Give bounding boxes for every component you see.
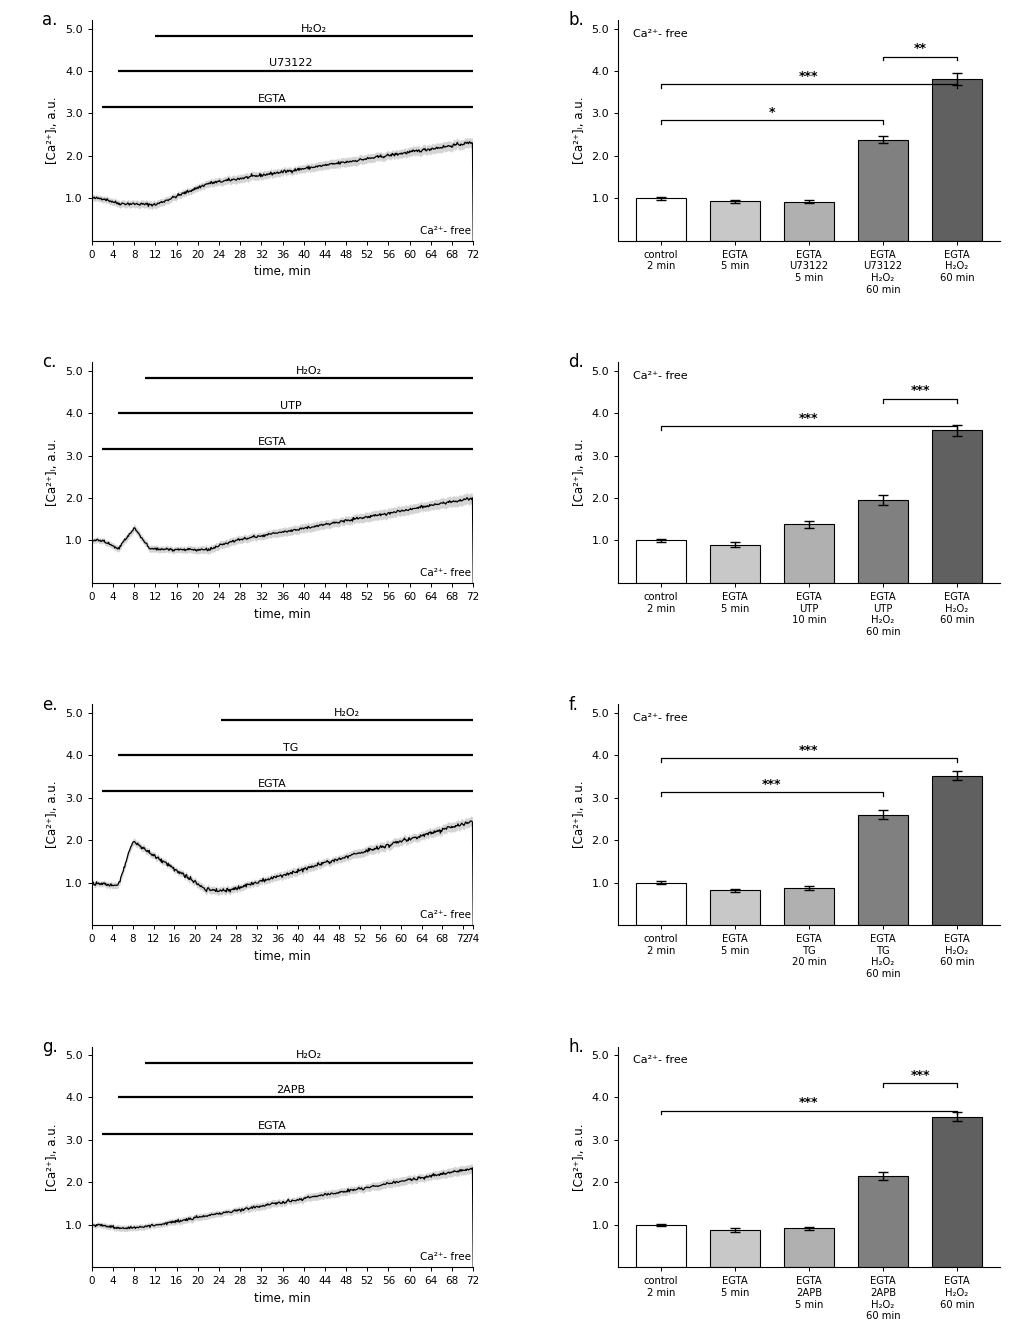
Text: ***: *** <box>909 1069 929 1082</box>
Text: ***: *** <box>798 69 818 83</box>
Text: EGTA: EGTA <box>257 1121 286 1131</box>
Bar <box>857 1177 907 1267</box>
Text: ***: *** <box>798 1097 818 1110</box>
Text: H₂O₂: H₂O₂ <box>333 708 360 718</box>
Text: f.: f. <box>568 695 578 714</box>
Text: c.: c. <box>42 354 56 371</box>
Y-axis label: [Ca²⁺]ᵢ, a.u.: [Ca²⁺]ᵢ, a.u. <box>573 96 585 164</box>
Bar <box>709 201 759 240</box>
Bar <box>635 199 685 240</box>
Text: H₂O₂: H₂O₂ <box>296 366 322 376</box>
Text: ***: *** <box>798 412 818 426</box>
Text: ***: *** <box>761 778 781 791</box>
Bar <box>709 1230 759 1267</box>
Bar <box>635 1225 685 1267</box>
Text: H₂O₂: H₂O₂ <box>301 24 327 33</box>
Text: **: ** <box>913 43 925 55</box>
Text: ***: *** <box>798 743 818 756</box>
Bar <box>635 540 685 583</box>
Bar <box>709 544 759 583</box>
Text: Ca²⁺- free: Ca²⁺- free <box>419 1253 470 1262</box>
Text: Ca²⁺- free: Ca²⁺- free <box>633 1055 688 1066</box>
Bar <box>783 524 834 583</box>
X-axis label: time, min: time, min <box>254 607 311 620</box>
X-axis label: time, min: time, min <box>254 265 311 279</box>
Text: UTP: UTP <box>279 400 301 411</box>
Text: h.: h. <box>568 1038 584 1055</box>
Bar <box>857 815 907 924</box>
Bar <box>709 890 759 924</box>
Text: a.: a. <box>42 11 57 29</box>
Bar <box>635 883 685 924</box>
Text: EGTA: EGTA <box>257 95 286 104</box>
Y-axis label: [Ca²⁺]ᵢ, a.u.: [Ca²⁺]ᵢ, a.u. <box>47 96 59 164</box>
Bar <box>931 79 981 240</box>
Text: b.: b. <box>568 11 584 29</box>
Bar <box>857 500 907 583</box>
Text: g.: g. <box>42 1038 58 1055</box>
Text: Ca²⁺- free: Ca²⁺- free <box>419 225 470 236</box>
Text: Ca²⁺- free: Ca²⁺- free <box>419 910 470 920</box>
Text: EGTA: EGTA <box>258 779 286 788</box>
Text: H₂O₂: H₂O₂ <box>296 1050 322 1061</box>
Text: Ca²⁺- free: Ca²⁺- free <box>633 371 688 382</box>
X-axis label: time, min: time, min <box>254 1291 311 1305</box>
Text: *: * <box>768 105 774 119</box>
Bar <box>783 201 834 240</box>
Bar <box>931 775 981 924</box>
X-axis label: time, min: time, min <box>254 950 311 963</box>
Text: EGTA: EGTA <box>257 436 286 447</box>
Y-axis label: [Ca²⁺]ᵢ, a.u.: [Ca²⁺]ᵢ, a.u. <box>47 780 59 848</box>
Y-axis label: [Ca²⁺]ᵢ, a.u.: [Ca²⁺]ᵢ, a.u. <box>573 1123 585 1191</box>
Y-axis label: [Ca²⁺]ᵢ, a.u.: [Ca²⁺]ᵢ, a.u. <box>47 439 59 507</box>
Y-axis label: [Ca²⁺]ᵢ, a.u.: [Ca²⁺]ᵢ, a.u. <box>573 439 585 507</box>
Bar <box>783 887 834 924</box>
Bar <box>857 140 907 240</box>
Text: Ca²⁺- free: Ca²⁺- free <box>633 714 688 723</box>
Bar <box>783 1229 834 1267</box>
Bar <box>931 430 981 583</box>
Text: TG: TG <box>282 743 298 752</box>
Bar <box>931 1117 981 1267</box>
Text: Ca²⁺- free: Ca²⁺- free <box>633 29 688 39</box>
Text: 2APB: 2APB <box>275 1085 305 1095</box>
Text: U73122: U73122 <box>268 59 312 68</box>
Text: Ca²⁺- free: Ca²⁺- free <box>419 568 470 578</box>
Y-axis label: [Ca²⁺]ᵢ, a.u.: [Ca²⁺]ᵢ, a.u. <box>47 1123 59 1191</box>
Text: ***: *** <box>909 384 929 398</box>
Text: e.: e. <box>42 695 58 714</box>
Text: d.: d. <box>568 354 584 371</box>
Y-axis label: [Ca²⁺]ᵢ, a.u.: [Ca²⁺]ᵢ, a.u. <box>573 780 585 848</box>
